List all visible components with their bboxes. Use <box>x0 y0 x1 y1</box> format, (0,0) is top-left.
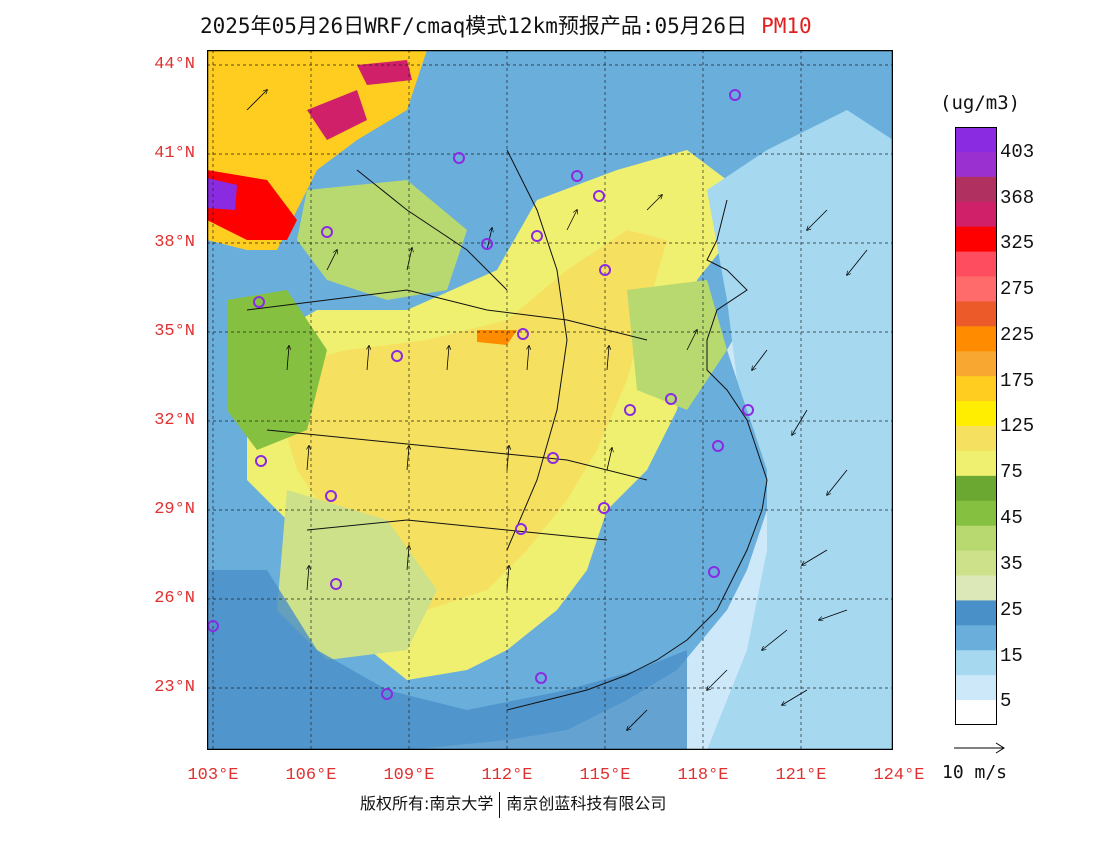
colorbar-swatch <box>955 450 997 477</box>
colorbar-swatch <box>955 376 997 402</box>
pm10-green-patch-east <box>627 280 727 410</box>
lon-label: 124°E <box>873 766 925 785</box>
colorbar-swatch <box>955 401 997 427</box>
pm10-green-patch-north <box>297 180 467 300</box>
colorbar-swatch <box>955 700 997 725</box>
colorbar-swatch <box>955 575 997 601</box>
wind-reference-arrow <box>954 742 1005 754</box>
colorbar-swatch <box>955 426 997 452</box>
lon-label: 106°E <box>285 766 337 785</box>
pm10-clean-south <box>207 570 687 750</box>
footer-separator <box>499 791 501 818</box>
colorbar-swatch <box>955 176 997 203</box>
lat-label: 23°N <box>154 678 195 697</box>
lon-label: 121°E <box>775 766 827 785</box>
pm10-green-patch-west <box>227 290 327 450</box>
wind-vectors <box>246 90 868 730</box>
colorbar-swatch <box>955 650 997 676</box>
map-title: 2025年05月26日WRF/cmaq模式12km预报产品:05月26日 PM10 <box>200 10 980 40</box>
colorbar-swatch <box>955 500 997 527</box>
lat-label: 38°N <box>154 233 195 252</box>
lon-label: 115°E <box>579 766 631 785</box>
pm10-map <box>207 50 893 750</box>
colorbar-label: 15 <box>1000 645 1023 667</box>
colorbar-swatch <box>955 550 997 576</box>
pm10-extreme-region <box>207 178 237 210</box>
pm10-high-region-2 <box>307 90 367 140</box>
colorbar-label: 368 <box>1000 187 1035 209</box>
product-label: PM10 <box>761 14 812 38</box>
copyright-left: 版权所有:南京大学 <box>360 794 494 813</box>
colorbar-swatch <box>955 301 997 327</box>
colorbar-label: 275 <box>1000 278 1035 300</box>
colorbar-label: 45 <box>1000 507 1023 529</box>
pm10-high-region-3 <box>357 60 412 85</box>
copyright: 版权所有:南京大学 南京创蓝科技有限公司 <box>360 790 666 818</box>
colorbar-swatch <box>955 326 997 352</box>
colorbar-swatch <box>955 525 997 552</box>
lon-label: 112°E <box>481 766 533 785</box>
colorbar-swatch <box>955 276 997 302</box>
wind-reference-label: 10 m/s <box>942 762 1008 783</box>
title-main: 2025年05月26日WRF/cmaq模式12km预报产品:05月26日 <box>200 14 748 38</box>
colorbar-swatch <box>955 625 997 651</box>
colorbar-label: 25 <box>1000 599 1023 621</box>
lat-label: 26°N <box>154 589 195 608</box>
lat-label: 44°N <box>154 55 195 74</box>
colorbar-swatch <box>955 201 997 228</box>
colorbar-label: 35 <box>1000 553 1023 575</box>
colorbar-unit: (ug/m3) <box>940 92 1021 114</box>
colorbar-label: 325 <box>1000 232 1035 254</box>
lat-label: 35°N <box>154 322 195 341</box>
lat-lon-grid <box>207 50 893 750</box>
colorbar-swatch <box>955 475 997 502</box>
colorbar-swatch <box>955 226 997 253</box>
colorbar-swatch <box>955 675 997 701</box>
lon-label: 118°E <box>677 766 729 785</box>
lon-label: 103°E <box>187 766 239 785</box>
pm10-clean-east <box>707 110 893 750</box>
colorbar <box>955 127 997 725</box>
colorbar-label: 5 <box>1000 690 1012 712</box>
colorbar-label: 403 <box>1000 141 1035 163</box>
lat-label: 41°N <box>154 144 195 163</box>
colorbar-label: 225 <box>1000 324 1035 346</box>
colorbar-label: 75 <box>1000 461 1023 483</box>
colorbar-swatch <box>955 600 997 626</box>
colorbar-label: 175 <box>1000 370 1035 392</box>
copyright-right: 南京创蓝科技有限公司 <box>506 794 667 813</box>
colorbar-swatch <box>955 151 997 178</box>
lat-label: 29°N <box>154 500 195 519</box>
lat-label: 32°N <box>154 411 195 430</box>
colorbar-label: 125 <box>1000 415 1035 437</box>
coastline <box>246 149 768 711</box>
colorbar-swatch <box>955 251 997 277</box>
colorbar-swatch <box>955 127 997 153</box>
pm10-green-patch-south <box>277 490 437 660</box>
lon-label: 109°E <box>383 766 435 785</box>
colorbar-swatch <box>955 351 997 377</box>
